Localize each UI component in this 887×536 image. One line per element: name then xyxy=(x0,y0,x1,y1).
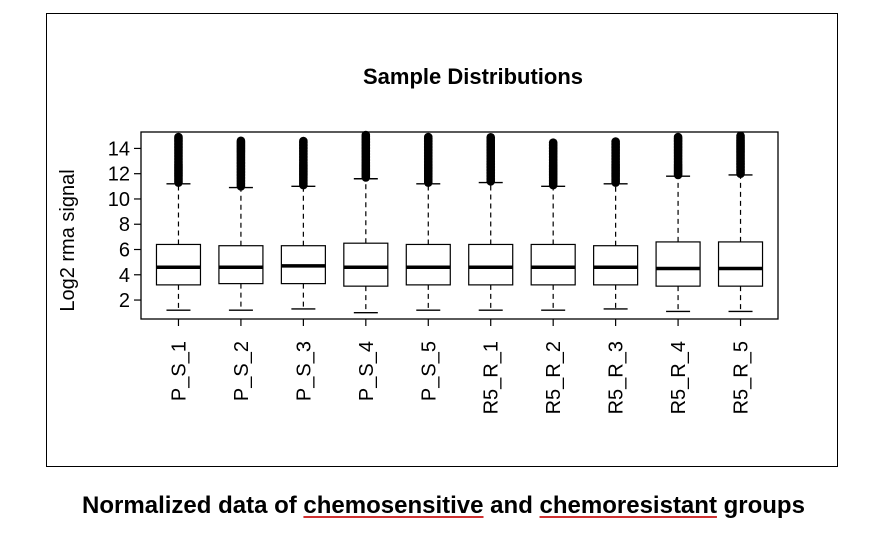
y-tick-label-6: 6 xyxy=(119,240,130,262)
y-tick-label-2: 2 xyxy=(119,290,130,312)
x-tick-label-R5_R_4: R5_R_4 xyxy=(668,341,690,414)
caption-part1: Normalized data of xyxy=(82,492,304,519)
caption-part2: and xyxy=(483,492,540,519)
plot-area: 2 4 6 8 10 12 14 P_S_1 P_S_2 P_S_3 P_S_4 P_S_5 R5_R_… xyxy=(108,130,779,414)
y-tick-label-14: 14 xyxy=(108,138,130,160)
box-plot-chart: Sample Distributions Log2 rma signal 2 4 6… xyxy=(57,64,779,414)
caption-part3: groups xyxy=(716,492,805,519)
outliers-R5_R_2 xyxy=(548,138,558,190)
box-P_S_1 xyxy=(155,243,202,286)
outliers-R5_R_5 xyxy=(736,131,745,178)
outliers-R5_R_1 xyxy=(486,133,496,186)
chart-title: Sample Distributions xyxy=(363,64,583,89)
figure-caption: Normalized data of chemosensitive and ch… xyxy=(0,492,887,520)
box-R5_R_1 xyxy=(468,243,514,286)
box-P_S_5 xyxy=(405,243,451,286)
caption-word-chemosensitive: chemosensitive xyxy=(303,492,484,519)
outliers-P_S_1 xyxy=(174,132,183,187)
y-tick-label-8: 8 xyxy=(119,214,130,236)
y-tick-label-12: 12 xyxy=(108,164,130,186)
outliers-P_S_2 xyxy=(236,136,246,191)
x-tick-label-R5_R_3: R5_R_3 xyxy=(606,341,628,414)
x-tick-label-P_S_5: P_S_5 xyxy=(418,341,440,401)
box-R5_R_3 xyxy=(593,245,639,286)
outliers-P_S_4 xyxy=(361,130,371,182)
outliers-P_S_3 xyxy=(299,136,308,190)
outliers-R5_R_4 xyxy=(673,132,683,180)
box-P_S_4 xyxy=(343,242,389,287)
y-tick-label-4: 4 xyxy=(119,265,130,287)
x-tick-label-R5_R_5: R5_R_5 xyxy=(731,341,753,414)
outliers-P_S_5 xyxy=(423,132,433,187)
box-R5_R_2 xyxy=(530,243,576,286)
x-tick-label-R5_R_1: R5_R_1 xyxy=(481,341,503,414)
x-tick-label-P_S_1: P_S_1 xyxy=(168,341,190,401)
x-tick-label-P_S_2: P_S_2 xyxy=(231,341,253,401)
y-tick-label-10: 10 xyxy=(108,189,130,211)
box-R5_R_5 xyxy=(717,241,764,287)
x-tick-label-P_S_4: P_S_4 xyxy=(356,341,378,401)
plot-border xyxy=(140,131,779,320)
box-P_S_2 xyxy=(218,245,264,285)
y-axis-label: Log2 rma signal xyxy=(57,169,79,311)
box-R5_R_4 xyxy=(655,241,701,287)
outliers-R5_R_3 xyxy=(611,137,620,187)
x-tick-label-P_S_3: P_S_3 xyxy=(293,341,315,401)
x-tick-label-R5_R_2: R5_R_2 xyxy=(543,341,565,414)
caption-word-chemoresistant: chemoresistant xyxy=(539,492,717,519)
figure-frame: Sample Distributions Log2 rma signal 2 4 6… xyxy=(46,13,838,467)
